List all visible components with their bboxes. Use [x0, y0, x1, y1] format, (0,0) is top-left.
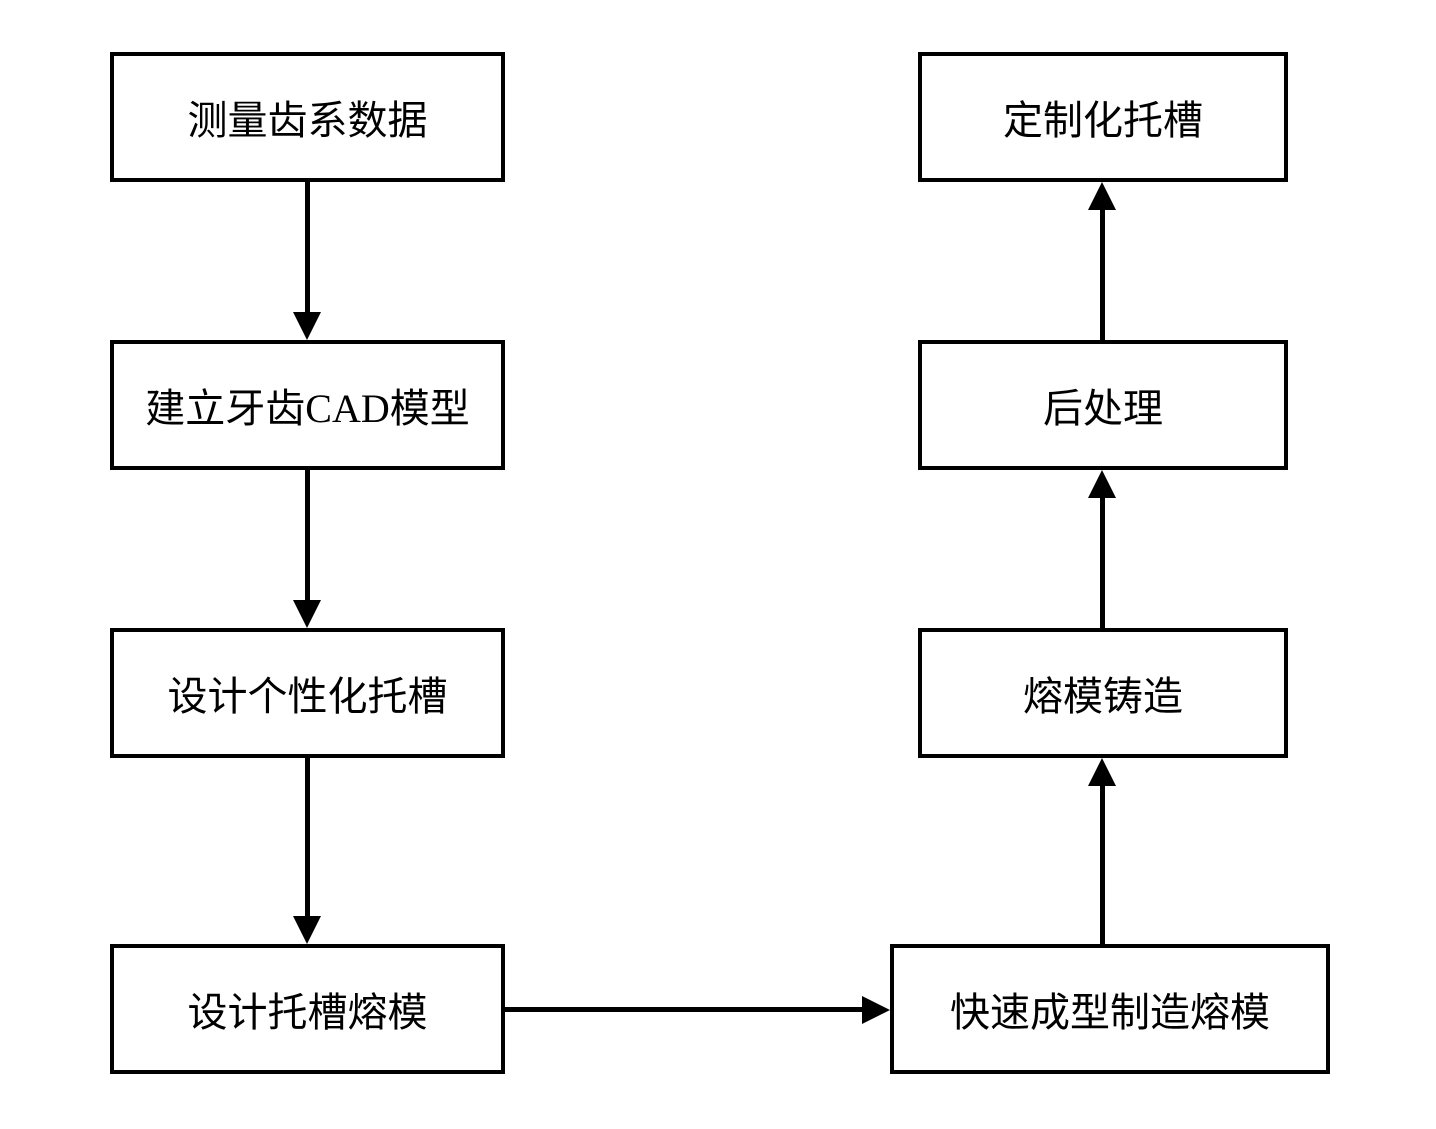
node-investment-cast: 熔模铸造 — [918, 628, 1288, 758]
node-label: 设计个性化托槽 — [168, 664, 448, 722]
node-post-process: 后处理 — [918, 340, 1288, 470]
arrow-line — [305, 182, 310, 312]
arrowhead-up-icon — [1088, 758, 1116, 786]
node-label: 测量齿系数据 — [188, 88, 428, 146]
arrowhead-down-icon — [293, 600, 321, 628]
node-label: 建立牙齿CAD模型 — [145, 376, 469, 434]
node-rapid-proto: 快速成型制造熔模 — [890, 944, 1330, 1074]
node-custom-bracket: 定制化托槽 — [918, 52, 1288, 182]
node-label: 定制化托槽 — [1003, 88, 1203, 146]
arrowhead-up-icon — [1088, 470, 1116, 498]
node-label: 快速成型制造熔模 — [950, 980, 1270, 1038]
node-design-mold: 设计托槽熔模 — [110, 944, 505, 1074]
node-label: 设计托槽熔模 — [188, 980, 428, 1038]
arrowhead-up-icon — [1088, 182, 1116, 210]
arrowhead-down-icon — [293, 916, 321, 944]
node-label: 后处理 — [1043, 376, 1163, 434]
arrow-line — [1100, 498, 1105, 628]
arrow-line — [1100, 210, 1105, 340]
arrowhead-right-icon — [862, 996, 890, 1024]
arrow-line — [505, 1007, 862, 1012]
arrow-line — [1100, 786, 1105, 944]
node-cad: 建立牙齿CAD模型 — [110, 340, 505, 470]
flowchart-container: 测量齿系数据 建立牙齿CAD模型 设计个性化托槽 设计托槽熔模 快速成型制造熔模… — [0, 0, 1436, 1129]
arrowhead-down-icon — [293, 312, 321, 340]
node-design-bracket: 设计个性化托槽 — [110, 628, 505, 758]
arrow-line — [305, 758, 310, 916]
node-label: 熔模铸造 — [1023, 664, 1183, 722]
arrow-line — [305, 470, 310, 600]
node-measure: 测量齿系数据 — [110, 52, 505, 182]
